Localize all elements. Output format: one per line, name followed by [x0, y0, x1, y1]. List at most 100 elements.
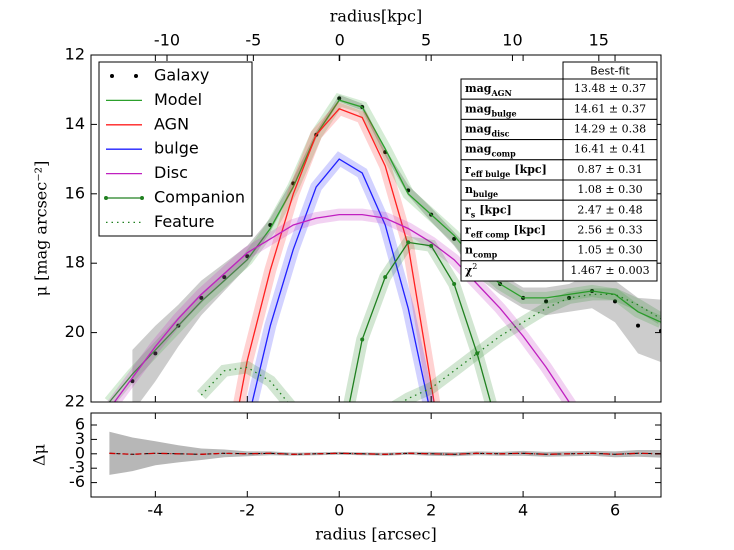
axes-frame: [90, 412, 662, 498]
x-axis-label: radius [arcsec]: [315, 525, 436, 544]
label-unit: [kpc]: [514, 224, 546, 237]
data-point: [636, 323, 641, 328]
y-tick-label: -3: [69, 458, 85, 477]
y-tick-label: 12: [65, 45, 85, 64]
x-tick-label: 0: [334, 501, 344, 520]
legend-marker: [134, 74, 138, 78]
label-main: mag: [465, 143, 492, 156]
label-unit: [kpc]: [479, 203, 511, 216]
label-sub: disc: [491, 129, 509, 139]
legend-label: bulge: [154, 139, 199, 158]
x2-axis-label: radius[kpc]: [330, 7, 422, 26]
data-point: [383, 275, 388, 280]
series-line: [200, 293, 661, 402]
table-row-label: magAGN: [465, 82, 512, 98]
data-point: [153, 351, 158, 356]
label-main: n: [465, 183, 473, 196]
series-line: [348, 241, 492, 402]
data-point: [613, 299, 618, 304]
series-line: [108, 99, 661, 402]
table-row-label: rs [kpc]: [465, 203, 512, 219]
table-row-label: magcomp: [465, 143, 516, 159]
y-tick-label: 18: [65, 253, 85, 272]
label-sub: eff comp: [471, 230, 510, 240]
label-main: n: [465, 244, 473, 257]
table-row-label: reff bulge [kpc]: [465, 163, 547, 179]
label-main: r: [465, 224, 471, 237]
label-sub: s: [471, 209, 476, 219]
series-line: [113, 213, 570, 402]
y-tick-label: 22: [65, 392, 85, 411]
label-sub: comp: [473, 250, 498, 260]
label-sup: 2: [472, 261, 477, 270]
residual-line: [109, 452, 661, 455]
y-axis-label: μ [mag arcsec⁻²]: [32, 161, 51, 297]
x-tick-label: 4: [518, 501, 528, 520]
data-point: [337, 96, 342, 101]
table-row-label: χ2: [465, 261, 477, 277]
legend-marker: [140, 196, 144, 200]
table-cell: [562, 260, 658, 282]
table-value: 2.47 ± 0.48: [577, 203, 642, 216]
x-tick-label: -2: [239, 501, 255, 520]
table-cell: [460, 199, 564, 221]
data-point: [544, 299, 549, 304]
y-tick-label: 3: [75, 429, 85, 448]
data-point: [452, 236, 457, 241]
data-point: [245, 254, 250, 259]
table-row-label: nbulge: [465, 183, 498, 199]
legend-label: Disc: [154, 163, 188, 182]
error-band: [109, 431, 661, 475]
data-point: [406, 240, 411, 245]
x-tick-label: 2: [426, 501, 436, 520]
label-main: mag: [465, 102, 492, 115]
table-header: Best-fit: [590, 65, 630, 78]
table-value: 1.08 ± 0.30: [577, 183, 642, 196]
x-tick-label: 6: [610, 501, 620, 520]
y-tick-label: 6: [75, 415, 85, 434]
y-tick-label: 0: [75, 443, 85, 462]
data-point: [475, 351, 480, 356]
series-line: [238, 108, 435, 402]
label-main: r: [465, 163, 471, 176]
table-row-label: magbulge: [465, 102, 517, 118]
plot-area: [109, 431, 661, 475]
label-sub: bulge: [473, 189, 498, 199]
table-value: 14.61 ± 0.37: [574, 102, 646, 115]
legend-marker: [104, 196, 108, 200]
x-tick-label: -4: [147, 501, 163, 520]
x2-tick-label: -5: [245, 31, 261, 50]
y-tick-label: -6: [69, 472, 85, 491]
legend-label: Companion: [154, 188, 245, 207]
data-point: [498, 435, 502, 439]
table-value: 1.05 ± 0.30: [577, 244, 642, 257]
series-line: [251, 158, 429, 402]
table-row-label: magdisc: [465, 123, 510, 139]
y-tick-label: 20: [65, 322, 85, 341]
data-point: [199, 295, 204, 300]
plot-area: [104, 93, 661, 439]
label-main: χ: [465, 264, 472, 277]
x2-tick-label: 15: [589, 31, 609, 50]
table-value: 14.29 ± 0.38: [574, 123, 646, 136]
data-point: [360, 337, 365, 342]
label-sub: eff bulge: [471, 169, 511, 179]
label-unit: [kpc]: [514, 163, 546, 176]
legend-marker: [110, 74, 114, 78]
legend-label: Model: [154, 90, 202, 109]
data-point: [429, 243, 434, 248]
table-row-label: reff comp [kpc]: [465, 224, 546, 240]
data-point: [222, 275, 227, 280]
data-point: [452, 282, 457, 287]
table-value: 16.41 ± 0.41: [574, 143, 646, 156]
legend-label: Feature: [154, 212, 214, 231]
table-value: 1.467 ± 0.003: [570, 264, 649, 277]
legend-label: Galaxy: [154, 66, 209, 85]
table-value: 2.56 ± 0.33: [577, 224, 642, 237]
label-sub: comp: [491, 149, 516, 159]
label-sub: bulge: [491, 108, 516, 118]
label-main: mag: [465, 123, 492, 136]
label-sub: AGN: [490, 88, 511, 98]
x2-tick-label: 5: [421, 31, 431, 50]
